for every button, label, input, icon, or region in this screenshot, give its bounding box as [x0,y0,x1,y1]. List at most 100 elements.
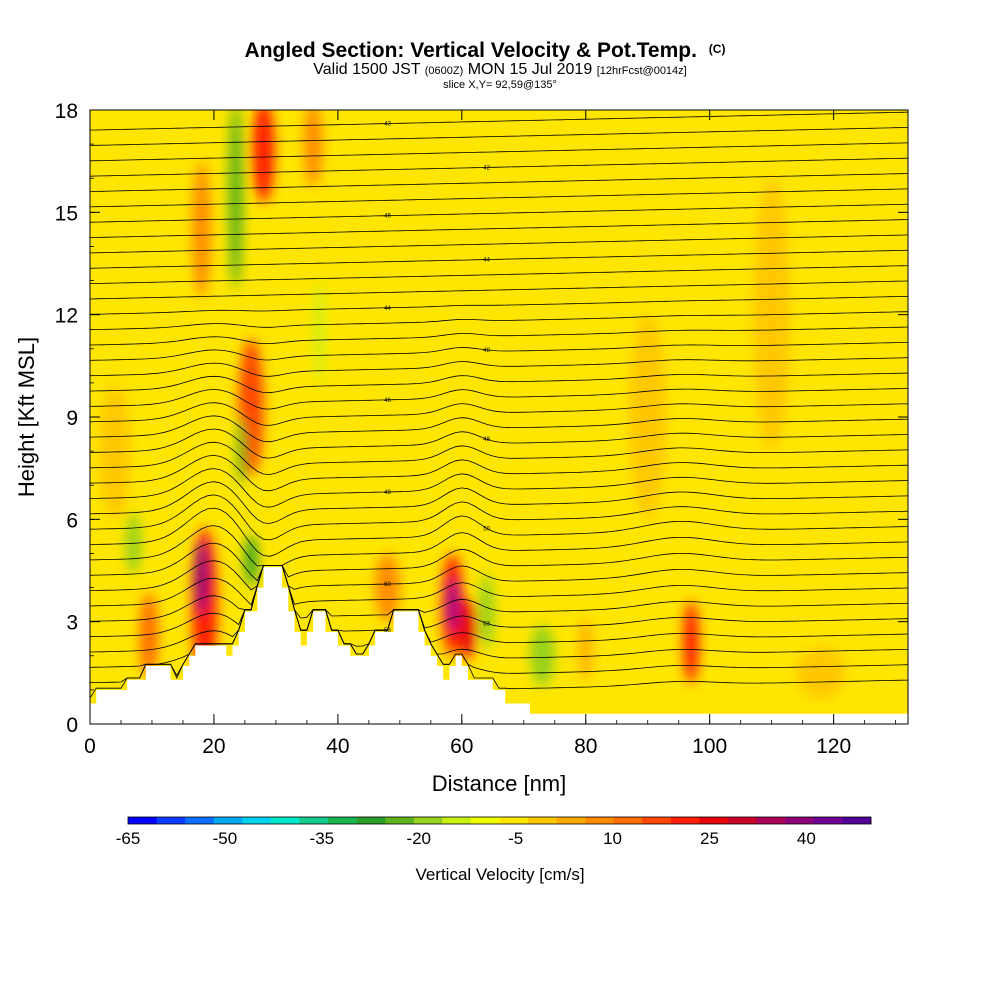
colorbar-tick-label: 25 [700,829,719,848]
colorbar-swatch [556,817,586,824]
contour-label: 58 [384,628,391,634]
contour-line [90,468,908,508]
contour-line [90,188,908,208]
vertical-velocity-field [99,110,847,699]
colorbar-swatch [728,817,757,824]
plot-area: 58 63 60 50 48 48 46 48 44 44 46 42 43 [90,110,908,724]
contour-label: 44 [384,306,391,312]
colorbar-swatch [128,817,157,824]
y-tick-label: 6 [66,509,78,532]
contour-line [90,265,908,284]
colorbar-swatch [613,817,643,824]
velocity-cell [529,625,555,687]
contour-label: 44 [483,258,490,264]
contour-line [90,507,908,557]
velocity-cell [228,110,243,290]
contour-line [90,157,908,177]
colorbar-swatch [470,817,500,824]
colorbar-tick-label: -50 [213,829,238,848]
velocity-cell [244,534,258,586]
velocity-cell [99,382,131,520]
contour-label: 48 [483,437,490,443]
contour-label: 46 [384,214,391,220]
colorbar-swatch [185,817,215,824]
x-tick-label: 60 [450,735,473,758]
velocity-cell [447,577,458,632]
contour-line [90,311,908,331]
colorbar-tick-label: -5 [508,829,523,848]
contour-line [90,388,908,410]
velocity-cell [252,110,275,203]
contour-line [90,542,908,582]
colorbar-tick-label: -35 [310,829,335,848]
contour-line [90,525,908,567]
colorbar-swatch [813,817,843,824]
x-tick-label: 0 [84,735,96,758]
y-tick-label: 15 [55,202,78,225]
contour-line [90,357,908,377]
contour-line [90,494,908,541]
y-tick-label: 9 [66,407,78,430]
y-tick-label: 18 [55,100,78,123]
colorbar-swatch [699,817,729,824]
contour-label: 63 [483,621,490,627]
contour-line [90,249,908,269]
colorbar-tick-label: -65 [116,829,141,848]
colorbar-tick-label: -20 [406,829,431,848]
velocity-cell [303,110,323,187]
contour-line [90,295,908,315]
colorbar-swatch [356,817,386,824]
colorbar-swatch [299,817,329,824]
contour-line [90,111,908,131]
colorbar-swatch [413,817,443,824]
y-tick-label: 3 [66,612,78,635]
colorbar-swatch [156,817,186,824]
x-tick-label: 20 [202,735,225,758]
contour-line [90,326,908,346]
colorbar-swatch [585,817,615,824]
contour-label: 43 [384,122,391,128]
contour-line [90,127,908,146]
velocity-cell [629,314,667,520]
colorbar-swatch [328,817,357,824]
velocity-cell [236,417,247,486]
contour-line [90,481,908,524]
colorbar-swatch [756,817,786,824]
chart-subtitle: Valid 1500 JST (0600Z) MON 15 Jul 2019 [… [313,61,686,78]
contour-label: 60 [384,582,391,588]
colorbar-tick-label: 40 [797,829,816,848]
contour-line [90,565,908,668]
contour-line [90,203,908,223]
contour-label: 46 [384,398,391,404]
colorbar-swatch [499,817,529,824]
y-axis-label: Height [Kft MSL] [14,337,39,497]
contour-line [90,441,908,475]
colorbar-swatch [642,817,672,824]
y-tick-label: 12 [55,305,78,328]
contour-line [90,560,908,591]
contour-line [90,565,908,622]
colorbar-swatch [842,817,872,824]
contour-line [90,372,908,394]
velocity-cell [579,618,592,680]
colorbar-label: Vertical Velocity [cm/s] [415,865,584,884]
axes: 0 20 40 60 80 100 120 0 3 6 9 12 15 18 [55,100,908,758]
contour-label: 42 [483,165,490,171]
contour-line [90,234,908,254]
contour-line [90,342,908,361]
colorbar-tick-label: 10 [603,829,622,848]
pot-temp-contours [90,111,908,699]
colorbar-frame [127,816,872,825]
contour-line [90,142,908,162]
contour-label: 48 [483,348,490,354]
contour-line [90,565,908,607]
x-tick-label: 100 [692,735,727,758]
x-tick-label: 40 [326,735,349,758]
chart-title: Angled Section: Vertical Velocity & Pot.… [245,39,726,62]
colorbar-swatch [270,817,300,824]
x-axis-label: Distance [nm] [432,771,567,796]
slice-info: slice X,Y= 92,59@135° [443,79,557,91]
colorbar-swatch [442,817,472,824]
contour-line [90,402,908,426]
contour-line [90,428,908,459]
